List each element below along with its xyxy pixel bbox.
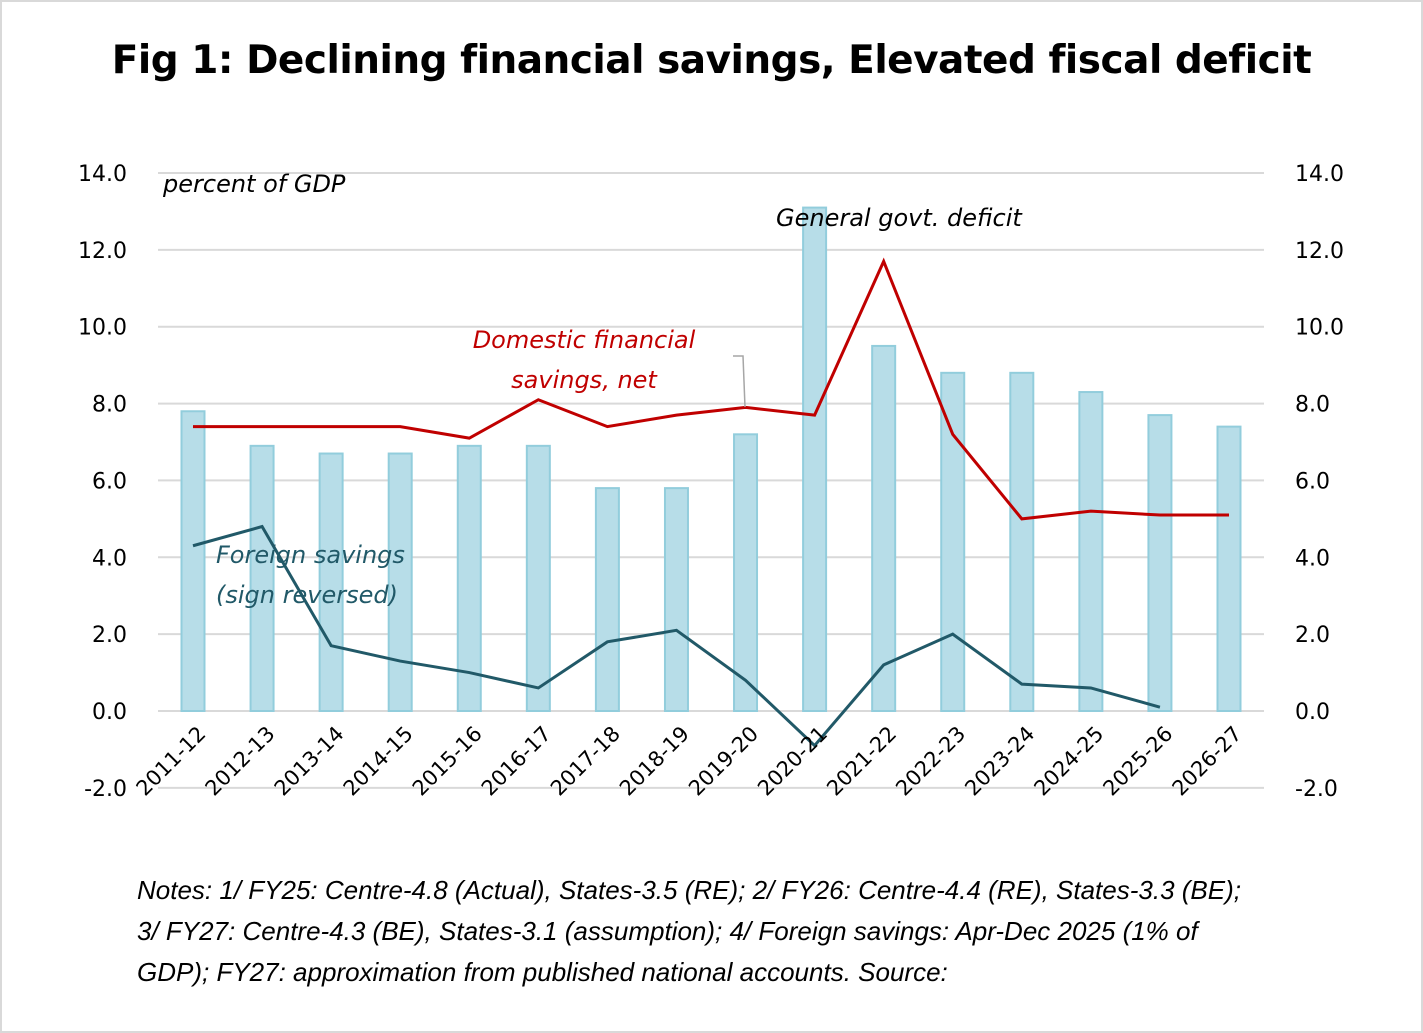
bar-2023-24: [1009, 371, 1035, 712]
bar-2012-13: [249, 444, 275, 712]
bar-2017-18: [594, 487, 620, 712]
y-tick-left: 14.0: [78, 162, 127, 187]
y-tick-right: 12.0: [1295, 239, 1344, 264]
y-tick-left: 0.0: [92, 700, 127, 725]
annotation-domestic-savings-line1: Domestic financial: [473, 326, 696, 354]
y-tick-right: 6.0: [1295, 469, 1330, 494]
bar-2021-22: [871, 344, 897, 712]
y-tick-right: -2.0: [1295, 777, 1338, 802]
chart-notes: Notes: 1/ FY25: Centre-4.8 (Actual), Sta…: [137, 875, 1241, 987]
bar-series-general-govt-deficit: [180, 206, 1242, 712]
line-series: [192, 257, 1230, 748]
annotation-leader-line: [733, 355, 746, 408]
annotation-general-govt-deficit: General govt. deficit: [776, 204, 1023, 232]
y-tick-left: 6.0: [92, 469, 127, 494]
y-unit-label: percent of GDP: [162, 170, 346, 198]
bar-2019-20: [733, 433, 759, 712]
y-tick-right: 8.0: [1295, 393, 1330, 418]
line-domestic-financial-savings: [193, 257, 1229, 521]
y-tick-left: 12.0: [78, 239, 127, 264]
y-tick-right: 14.0: [1295, 162, 1344, 187]
annotation-domestic-savings-line2: savings, net: [511, 366, 658, 394]
bar-2015-16: [456, 444, 482, 712]
bar-2016-17: [525, 444, 551, 712]
y-tick-right: 4.0: [1295, 546, 1330, 571]
chart-title: Fig 1: Declining financial savings, Elev…: [111, 38, 1312, 83]
y-tick-left: -2.0: [84, 777, 127, 802]
y-axis-left: 14.0 12.0 10.0 8.0 6.0 4.0 2.0 0.0 -2.0: [78, 162, 127, 802]
bar-2011-12: [180, 410, 206, 712]
bar-2018-19: [663, 487, 689, 712]
bar-2024-25: [1078, 391, 1104, 712]
y-tick-left: 4.0: [92, 546, 127, 571]
y-tick-right: 10.0: [1295, 316, 1344, 341]
annotations: percent of GDP General govt. deficit Dom…: [162, 170, 1023, 609]
y-tick-right: 0.0: [1295, 700, 1330, 725]
bar-2022-23: [940, 371, 966, 712]
y-axis-right: 14.0 12.0 10.0 8.0 6.0 4.0 2.0 0.0 -2.0: [1295, 162, 1344, 802]
y-tick-right: 2.0: [1295, 623, 1330, 648]
y-tick-left: 8.0: [92, 393, 127, 418]
annotation-foreign-savings-line2: (sign reversed): [216, 581, 398, 609]
y-tick-left: 10.0: [78, 316, 127, 341]
bar-2020-21: [802, 206, 828, 712]
bar-2026-27: [1216, 425, 1242, 712]
y-tick-left: 2.0: [92, 623, 127, 648]
bar-2025-26: [1147, 414, 1173, 712]
bar-2014-15: [387, 452, 413, 712]
annotation-foreign-savings-line1: Foreign savings: [216, 541, 405, 569]
